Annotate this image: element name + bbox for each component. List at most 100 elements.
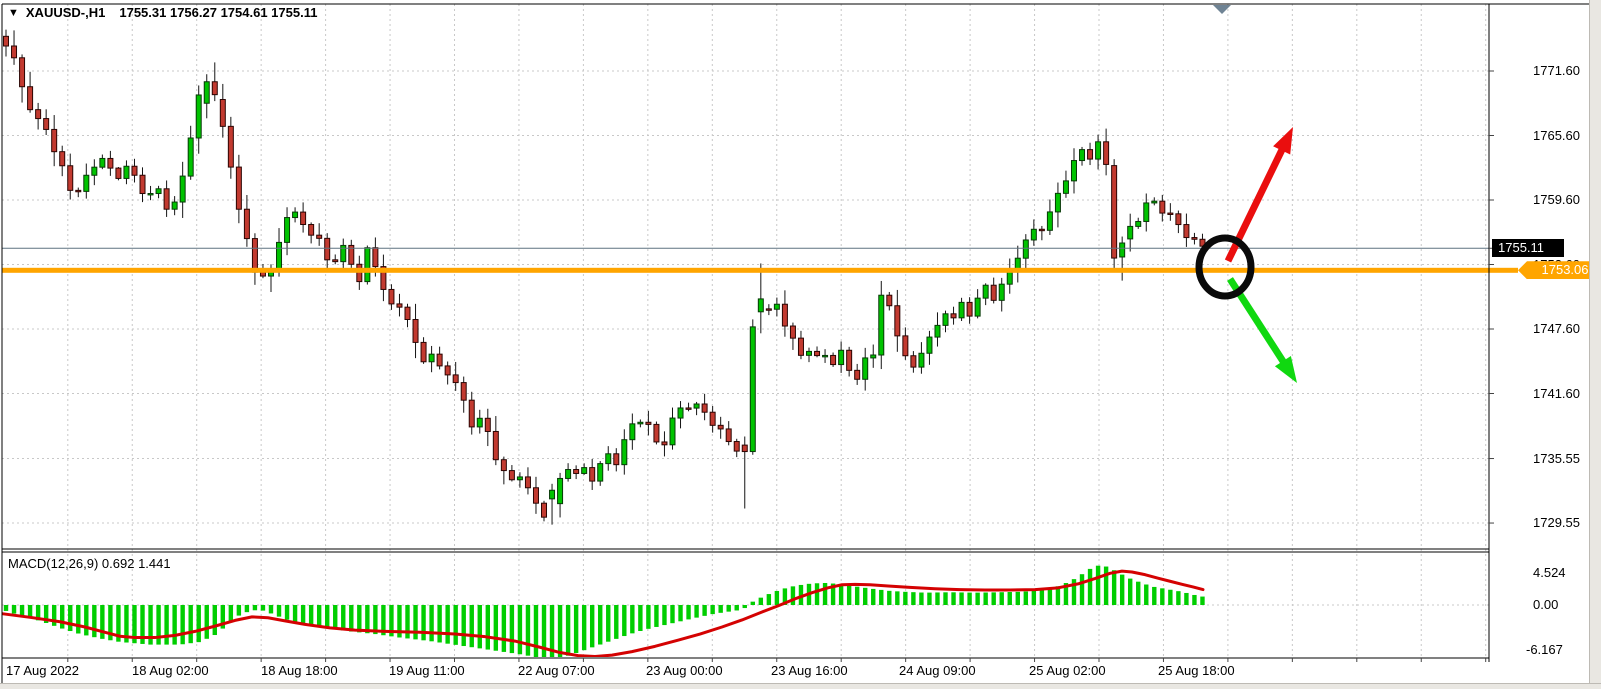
candle-body (67, 165, 74, 191)
candle-body (942, 313, 949, 326)
macd-histogram-bar (943, 592, 948, 605)
bearish-arrow-head[interactable] (1274, 355, 1297, 383)
macd-histogram-bar (461, 605, 466, 647)
candle-body (284, 217, 291, 243)
macd-histogram-bar (180, 605, 185, 645)
macd-histogram-bar (292, 605, 298, 623)
candle-body (894, 305, 901, 337)
candle-body (1046, 211, 1053, 231)
axis-ticks (67, 70, 1494, 662)
macd-histogram-bar (1176, 591, 1181, 605)
candle-body (436, 353, 443, 367)
candle-body (653, 423, 660, 443)
macd-histogram-bar (501, 605, 507, 652)
candle-body (637, 421, 644, 425)
candle-body (830, 354, 837, 366)
candle-body (781, 303, 788, 327)
macd-histogram-bar (108, 605, 113, 641)
candle-body (428, 353, 435, 363)
macd-histogram-bar (694, 605, 699, 618)
macd-histogram-bar (919, 592, 924, 605)
macd-histogram-bar (887, 590, 892, 605)
macd-histogram-bar (983, 592, 988, 605)
candle-body (1022, 239, 1029, 259)
macd-histogram-bar (268, 605, 274, 614)
macd-histogram-bar (1007, 592, 1012, 605)
candle-body (966, 301, 973, 317)
candle-body (846, 349, 853, 371)
candle-body (1030, 228, 1037, 241)
candle-body (115, 167, 122, 179)
macd-histogram-bar (100, 605, 105, 639)
candle-body (1183, 224, 1190, 239)
drawing-annotations[interactable] (1195, 127, 1297, 383)
macd-histogram-bar (1192, 594, 1197, 605)
macd-histogram-bar (517, 605, 523, 655)
candle-body (1079, 149, 1086, 162)
macd-histogram-bar (742, 605, 747, 609)
macd-histogram-bar (325, 605, 330, 629)
candle-body (709, 411, 716, 426)
candle-body (484, 417, 491, 432)
candle-body (934, 324, 941, 338)
macd-histogram-bar (1160, 588, 1165, 605)
horizontal-support-line[interactable] (2, 267, 1518, 273)
candle-body (982, 284, 989, 299)
macd-histogram-bar (156, 605, 161, 645)
candle-body (733, 441, 740, 452)
candle-body (1175, 213, 1182, 226)
macd-histogram-bar (766, 594, 772, 605)
macd-histogram-bar (300, 605, 306, 625)
breakout-circle-annotation[interactable] (1195, 234, 1255, 300)
macd-histogram-bar (76, 605, 81, 634)
candle-body (468, 399, 475, 428)
candle-body (179, 175, 186, 203)
candle-body (605, 453, 612, 465)
candles-layer[interactable] (3, 29, 1206, 525)
candle-body (902, 335, 909, 357)
macd-histogram-bar (228, 605, 234, 623)
macd-histogram-bar (975, 592, 980, 605)
macd-histogram-bar (84, 605, 89, 636)
macd-histogram-bar (622, 605, 627, 637)
macd-histogram-bar (1136, 581, 1141, 605)
macd-histogram-bar (606, 605, 611, 642)
candle-body (789, 325, 796, 339)
candle-body (51, 128, 58, 153)
candle-body (741, 444, 748, 453)
macd-histogram-bar (164, 605, 169, 645)
candle-body (541, 502, 548, 518)
macd-histogram-bar (413, 605, 418, 640)
candle-body (773, 303, 780, 310)
macd-histogram-bar (814, 583, 820, 605)
macd-histogram-bar (485, 605, 490, 650)
macd-histogram-bar (525, 605, 531, 656)
candle-body (147, 193, 154, 196)
candle-body (500, 459, 507, 472)
symbol-dropdown-icon[interactable]: ▼ (8, 7, 19, 19)
bullish-arrow-head[interactable] (1273, 127, 1293, 155)
candle-body (532, 487, 539, 504)
macd-histogram-bar (967, 592, 972, 605)
macd-histogram-bar (774, 590, 780, 605)
candle-body (324, 237, 331, 261)
macd-histogram-bar (1023, 591, 1029, 605)
candle-body (211, 81, 218, 96)
candle-body (1103, 141, 1110, 165)
macd-histogram-bar (790, 586, 796, 605)
macd-histogram-bar (421, 605, 426, 641)
candle-body (412, 318, 419, 343)
macd-signal-line (2, 569, 1205, 657)
macd-histogram-bar (308, 605, 314, 626)
macd-histogram-bar (1152, 586, 1157, 605)
candle-body (629, 423, 636, 441)
candle-body (589, 467, 596, 482)
macd-histogram-bar (1095, 565, 1101, 605)
candle-body (444, 365, 451, 376)
candle-body (11, 45, 18, 59)
candle-body (669, 417, 676, 446)
candle-body (910, 355, 917, 368)
candle-body (163, 188, 170, 210)
macd-panel[interactable] (2, 565, 1205, 659)
